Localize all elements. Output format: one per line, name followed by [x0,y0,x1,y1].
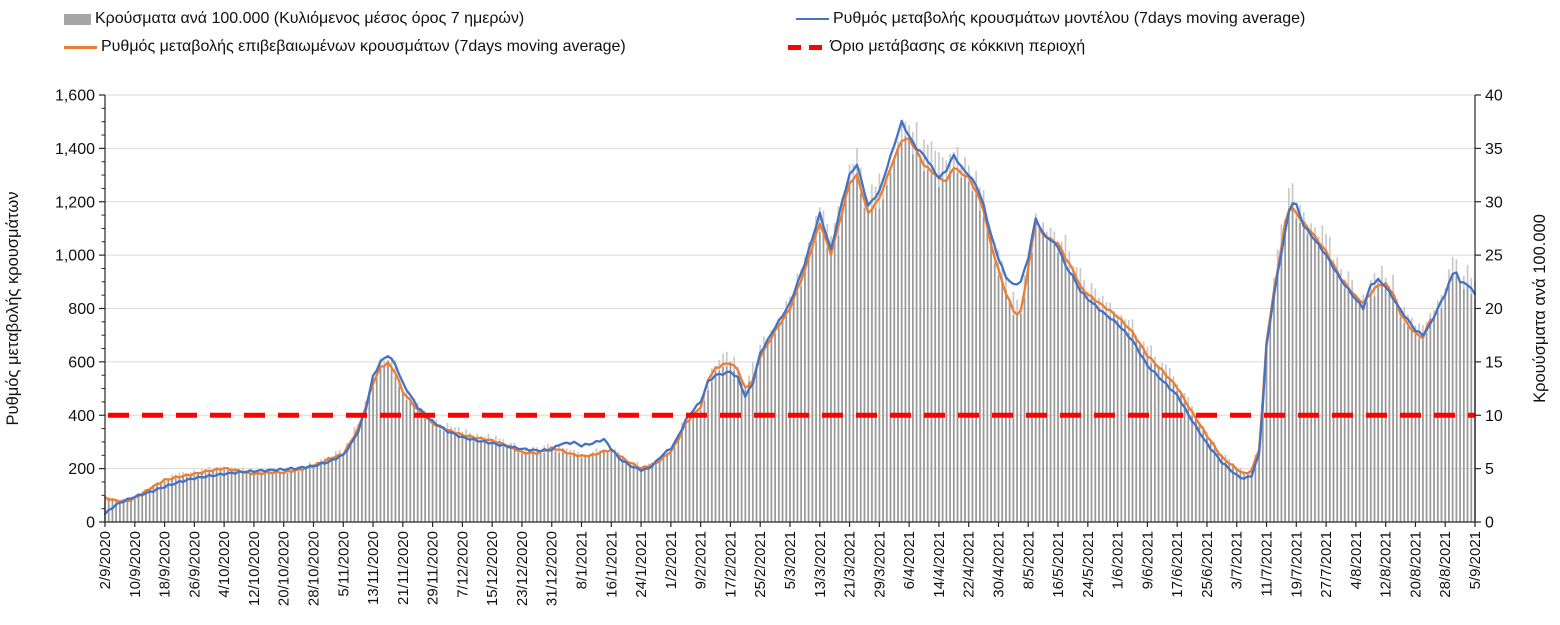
x-tick-label: 19/7/2021 [1288,531,1305,598]
svg-text:600: 600 [68,354,95,371]
legend-item-cases-per-100k: Κρούσματα ανά 100.000 (Κυλιόμενος μέσος … [64,10,524,28]
blue-line-swatch-icon [796,17,829,21]
x-tick-label: 13/3/2021 [812,531,829,598]
x-tick-label: 28/8/2021 [1437,531,1454,598]
legend-item-red-zone-threshold: Όριο μετάβασης σε κόκκινη περιοχή [788,38,1085,56]
x-tick-label: 13/11/2020 [365,531,382,605]
bar-swatch-icon [64,13,91,25]
svg-text:10: 10 [1485,408,1503,425]
x-tick-label: 8/5/2021 [1020,531,1037,589]
right-axis-title: Κρουύσματα ανά 100.000 [1531,214,1549,403]
x-tick-label: 27/7/2021 [1318,531,1335,598]
svg-text:25: 25 [1485,248,1503,265]
svg-text:200: 200 [68,461,95,478]
x-tick-label: 8/1/2021 [574,531,591,589]
svg-text:1,000: 1,000 [55,248,95,265]
legend-item-model-rate: Ρυθμός μεταβολής κρουσμάτων μοντέλου (7d… [796,10,1305,28]
svg-text:1,200: 1,200 [55,194,95,211]
x-tick-label: 31/12/2020 [544,531,561,606]
x-tick-label: 1/6/2021 [1110,531,1127,589]
x-tick-label: 9/6/2021 [1139,531,1156,589]
svg-text:400: 400 [68,408,95,425]
x-tick-label: 18/9/2020 [157,531,174,598]
x-tick-label: 21/3/2021 [842,531,859,598]
model-rate-line [103,119,1477,516]
x-tick-label: 24/5/2021 [1080,531,1097,598]
x-tick-label: 20/10/2020 [276,531,293,606]
x-tick-label: 26/9/2020 [186,531,203,598]
left-axis: 0 200 400 600 800 1,000 1,200 1,400 1,600 Ρυθμός … [4,88,105,532]
chart-legend: Κρούσματα ανά 100.000 (Κυλιόμενος μέσος … [0,0,1560,70]
x-tick-label: 24/1/2021 [633,531,650,598]
svg-text:35: 35 [1485,141,1503,158]
x-tick-label: 1/2/2021 [663,531,680,589]
svg-text:0: 0 [86,515,95,532]
confirmed-rate-line [103,137,1432,504]
x-tick-label: 25/6/2021 [1199,531,1216,598]
x-tick-label: 12/8/2021 [1378,531,1395,598]
x-tick-label: 5/11/2020 [335,531,352,597]
x-tick-label: 21/11/2020 [395,531,412,605]
svg-text:15: 15 [1485,354,1503,371]
x-tick-label: 4/8/2021 [1348,531,1365,589]
x-tick-label: 22/4/2021 [961,531,978,598]
legend-label-confirmed-rate: Ρυθμός μεταβολής επιβεβαιωμένων κρουσμάτ… [101,38,626,55]
x-tick-label: 25/2/2021 [752,531,769,598]
legend-label-red-zone-threshold: Όριο μετάβασης σε κόκκινη περιοχή [830,38,1086,55]
svg-text:30: 30 [1485,194,1503,211]
x-tick-label: 7/12/2020 [454,531,471,598]
legend-label-cases-per-100k: Κρούσματα ανά 100.000 (Κυλιόμενος μέσος … [95,10,525,27]
x-tick-label: 20/8/2021 [1407,531,1424,598]
x-tick-label: 29/11/2020 [425,531,442,605]
x-tick-label: 16/5/2021 [1050,531,1067,598]
svg-text:20: 20 [1485,301,1503,318]
x-tick-label: 29/3/2021 [871,531,888,598]
x-tick-label: 5/9/2021 [1467,531,1484,589]
x-tick-label: 14/4/2021 [931,531,948,598]
x-tick-label: 3/7/2021 [1229,531,1246,589]
svg-text:40: 40 [1485,88,1503,105]
x-tick-label: 23/12/2020 [514,531,531,606]
svg-text:1,600: 1,600 [55,88,95,105]
x-tick-label: 17/2/2021 [722,531,739,598]
svg-text:5: 5 [1485,461,1494,478]
x-tick-label: 10/9/2020 [127,531,144,598]
bars-series [104,121,1476,523]
right-axis: 0 5 10 15 20 25 30 35 40 Κρουύσματα ανά 100.000 [1475,88,1549,532]
legend-label-model-rate: Ρυθμός μεταβολής κρουσμάτων μοντέλου (7d… [833,10,1306,27]
x-tick-label: 9/2/2021 [693,531,710,589]
x-tick-label: 28/10/2020 [306,531,323,606]
x-tick-label: 5/3/2021 [782,531,799,589]
red-dashed-line-swatch-icon [788,44,826,50]
x-tick-label: 15/12/2020 [484,531,501,606]
x-tick-label: 11/7/2021 [1259,531,1276,597]
left-axis-title: Ρυθμός μεταβολής κρουσμάτων [4,192,22,426]
svg-text:800: 800 [68,301,95,318]
svg-text:0: 0 [1485,515,1494,532]
x-tick-label: 4/10/2020 [216,531,233,598]
x-tick-label: 12/10/2020 [246,531,263,606]
x-tick-label: 30/4/2021 [991,531,1008,598]
x-axis: 2/9/2020 10/9/2020 18/9/2020 26/9/2020 4/10/… [97,522,1484,606]
x-tick-label: 16/1/2021 [603,531,620,598]
x-tick-label: 6/4/2021 [901,531,918,589]
x-tick-label: 2/9/2020 [97,531,114,589]
orange-line-swatch-icon [64,45,97,49]
svg-text:1,400: 1,400 [55,141,95,158]
legend-item-confirmed-rate: Ρυθμός μεταβολής επιβεβαιωμένων κρουσμάτ… [64,38,626,56]
x-tick-label: 17/6/2021 [1169,531,1186,598]
